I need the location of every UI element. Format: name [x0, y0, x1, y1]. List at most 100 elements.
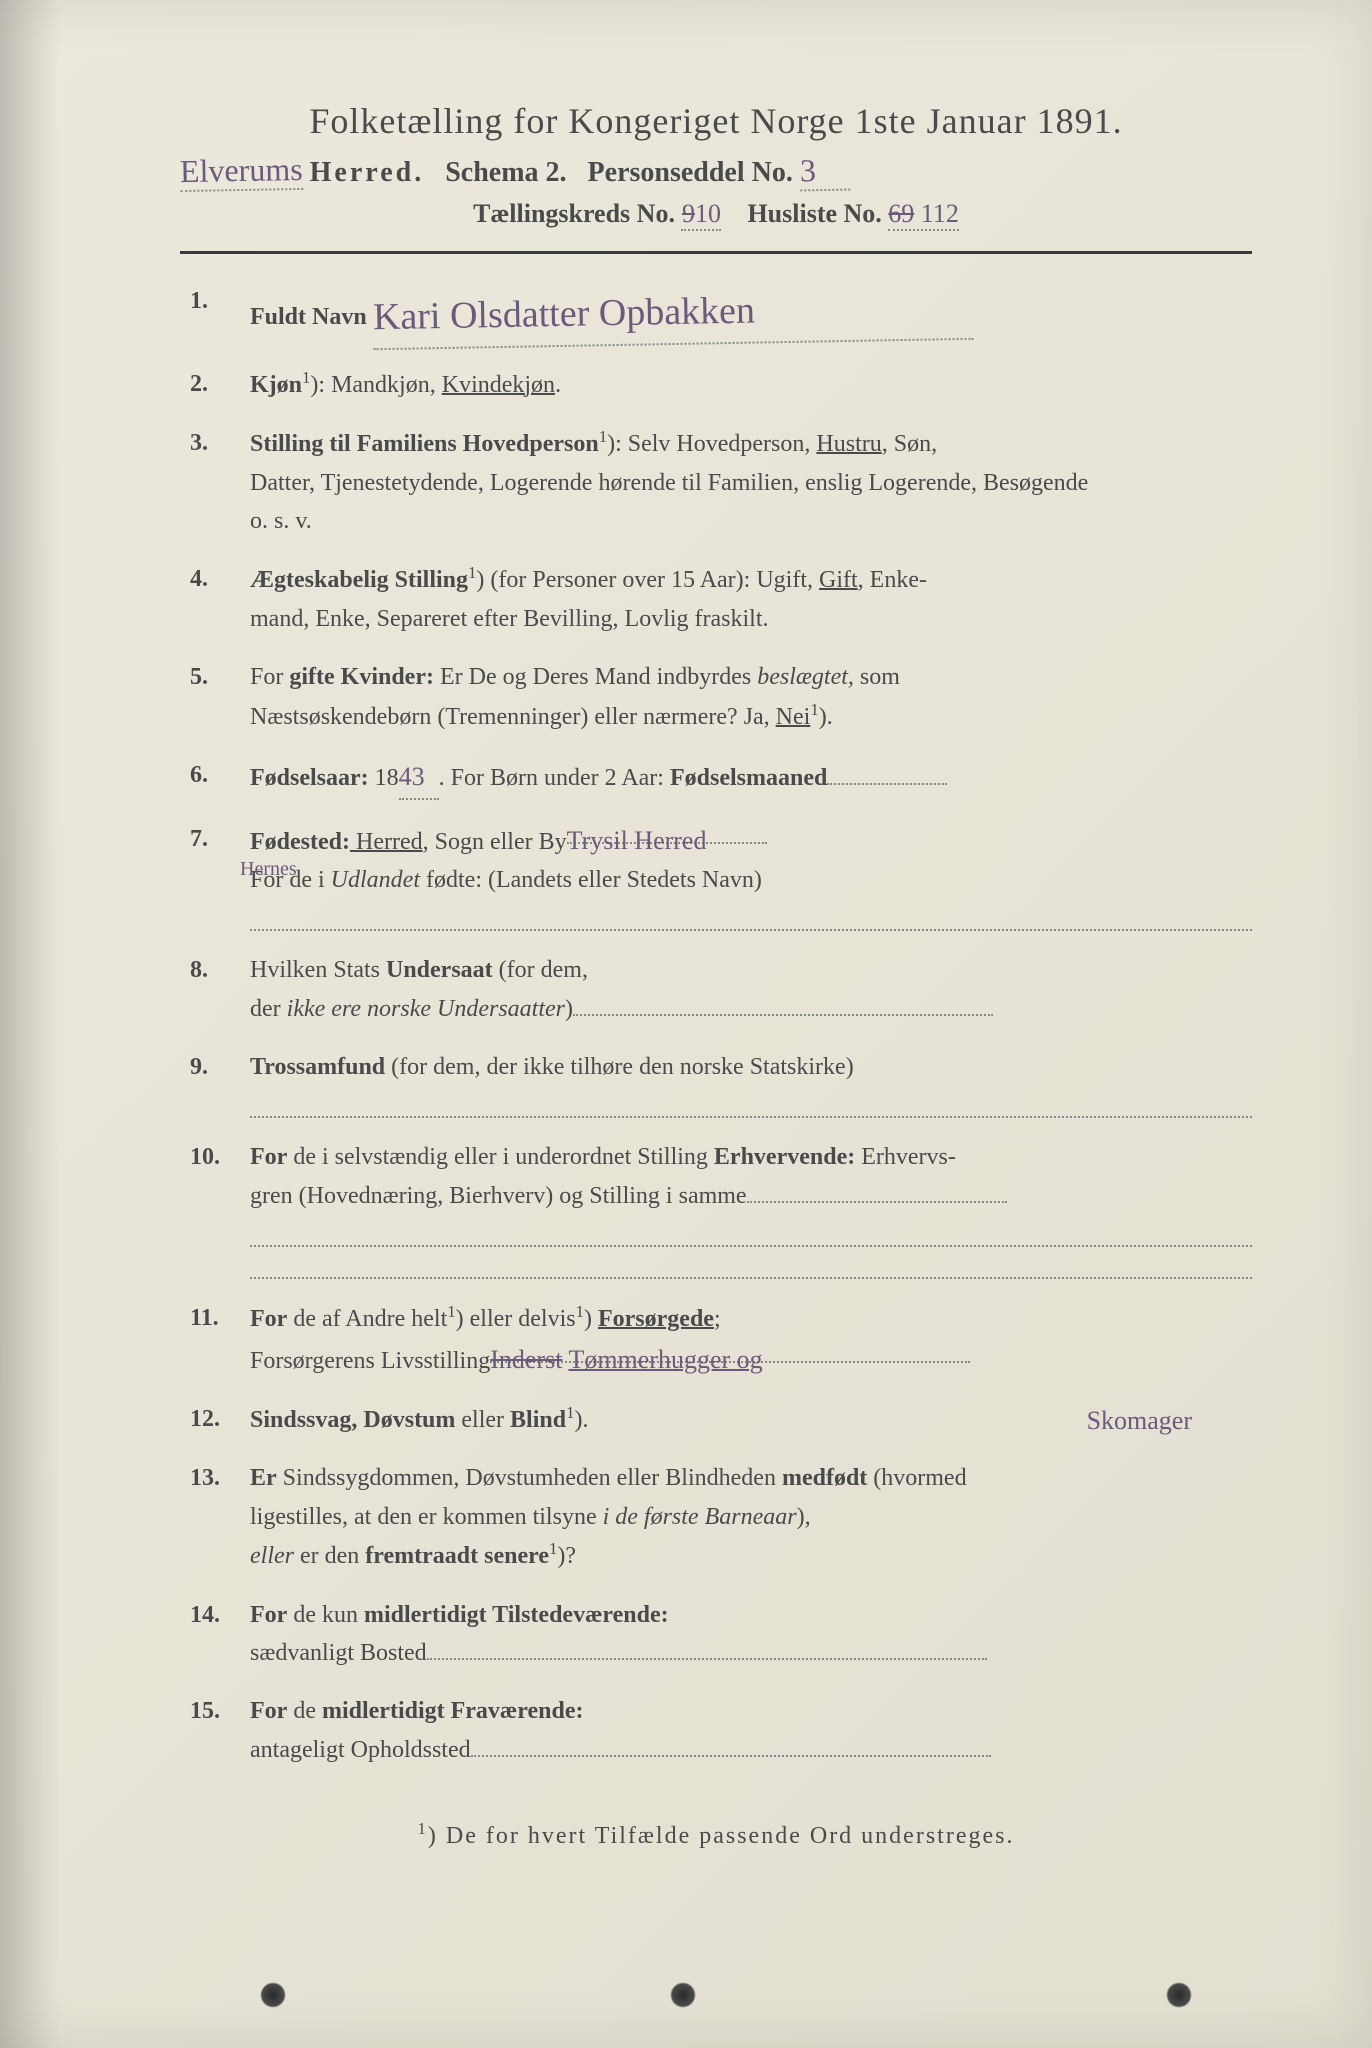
kreds-no: 10 [695, 199, 721, 228]
blank-field [827, 761, 947, 785]
blank-field [427, 1636, 987, 1660]
item-15: 15. For de midlertidigt Fraværende: anta… [190, 1692, 1252, 1769]
item-6: 6. Fødselsaar: 1843. For Børn under 2 Aa… [190, 756, 1252, 800]
item-number: 3. [190, 424, 250, 540]
item-body: Fødselsaar: 1843. For Børn under 2 Aar: … [250, 756, 1252, 800]
punch-hole-icon [670, 1982, 696, 2008]
text: ): Mandkjøn, [310, 372, 441, 398]
text: Datter, Tjenestetydende, Logerende høren… [250, 470, 1088, 496]
tail: . [555, 372, 561, 398]
label-gifte-kvinder: gifte Kvinder: [289, 664, 434, 690]
text: der [250, 996, 287, 1022]
item-number: 5. [190, 658, 250, 736]
kreds-no-field: 910 [681, 199, 721, 231]
blank-line [250, 1251, 1252, 1279]
birthplace-handwritten: Trysil Herred [567, 826, 707, 855]
text: de i selvstændig eller i underordnet Sti… [287, 1144, 714, 1170]
kreds-no-struck: 9 [682, 199, 695, 228]
text: . For Børn under 2 Aar: [439, 765, 670, 791]
item-number: 14. [190, 1596, 250, 1673]
text: mand, Enke, Separeret efter Bevilling, L… [250, 606, 769, 632]
item-1: 1. Fuldt Navn Kari Olsdatter Opbakken [190, 282, 1252, 345]
text: ligestilles, at den er kommen tilsyne [250, 1504, 603, 1530]
italic-text: i de første Barneaar [603, 1504, 797, 1530]
personseddel-no: 3 [800, 152, 851, 192]
page-title: Folketælling for Kongeriget Norge 1ste J… [180, 100, 1252, 142]
item-body: For de i selvstændig eller i underordnet… [250, 1138, 1252, 1279]
label-for: For [250, 1698, 287, 1724]
item-9: 9. Trossamfund (for dem, der ikke tilhør… [190, 1048, 1252, 1118]
label-fodested: Fødested: [250, 829, 350, 855]
label-fodselsaar: Fødselsaar: [250, 765, 369, 791]
text: o. s. v. [250, 508, 312, 534]
item-number: 10. [190, 1138, 250, 1279]
item-body: Stilling til Familiens Hovedperson1): Se… [250, 424, 1252, 540]
item-10: 10. For de i selvstændig eller i underor… [190, 1138, 1252, 1279]
text: ) [584, 1306, 598, 1332]
text: ) (for Personer over 15 Aar): Ugift, [476, 567, 819, 593]
blank-field [747, 1179, 1007, 1203]
blank-line [250, 1219, 1252, 1247]
personseddel-label: Personseddel No. [588, 157, 793, 188]
text: Er De og Deres Mand indbyrdes [434, 664, 757, 690]
blank-field [471, 1733, 991, 1757]
husliste-no-struck: 69 [888, 199, 914, 228]
text: ). [574, 1407, 588, 1433]
text: Hvilken Stats [250, 957, 386, 983]
footnote-text: ) De for hvert Tilfælde passende Ord und… [428, 1823, 1015, 1849]
item-body: Sindssvag, Døvstum eller Blind1). Skomag… [250, 1400, 1252, 1439]
item-number: 9. [190, 1048, 250, 1118]
blank-line [250, 903, 1252, 931]
label-erhvervende: Erhvervende: [714, 1144, 855, 1170]
text: (for dem, der ikke tilhøre den norske St… [385, 1054, 854, 1080]
italic-text: Udlandet [331, 867, 420, 893]
herred-underlined: Herred [350, 829, 423, 855]
selected-kvindekjon: Kvindekjøn [442, 372, 555, 398]
item-number: 6. [190, 756, 250, 800]
form-header: Folketælling for Kongeriget Norge 1ste J… [180, 100, 1252, 142]
text: gren (Hovednæring, Bierhverv) og Stillin… [250, 1183, 747, 1209]
divider-rule [180, 251, 1252, 254]
form-items: 1. Fuldt Navn Kari Olsdatter Opbakken 2.… [180, 282, 1252, 1769]
text: ) [565, 996, 573, 1022]
item-body: For de midlertidigt Fraværende: antageli… [250, 1692, 1252, 1769]
text: ; [714, 1306, 721, 1332]
label-fremtraadt: fremtraadt senere [365, 1543, 549, 1569]
text: (hvormed [867, 1465, 966, 1491]
schema-label: Schema 2. [445, 157, 566, 188]
text: Erhvervs- [855, 1144, 956, 1170]
text: som [854, 664, 900, 690]
livsstilling-field: Inderst Tømmerhugger og [490, 1339, 970, 1363]
text: (for dem, [493, 957, 588, 983]
subheader-line-2: Tællingskreds No. 910 Husliste No. 69 11… [180, 199, 1252, 231]
item-8: 8. Hvilken Stats Undersaat (for dem, der… [190, 951, 1252, 1028]
item-body: Fuldt Navn Kari Olsdatter Opbakken [250, 282, 1252, 345]
footnote-ref: 1 [599, 427, 607, 446]
text: eller [455, 1407, 510, 1433]
punch-hole-icon [260, 1982, 286, 2008]
item-4: 4. Ægteskabelig Stilling1) (for Personer… [190, 560, 1252, 638]
text: ): Selv Hovedperson, [607, 431, 816, 457]
text: , Sogn eller By [423, 829, 567, 855]
item-number: 8. [190, 951, 250, 1028]
text: sædvanligt Bosted [250, 1640, 427, 1666]
blank-field [573, 992, 993, 1016]
census-form-page: Folketælling for Kongeriget Norge 1ste J… [0, 0, 1372, 2048]
text: ). [819, 704, 833, 730]
item-body: Fødested: Herred, Sogn eller ByTrysil He… [250, 820, 1252, 932]
birthplace-field: Trysil Herred [567, 820, 767, 844]
blank-line [250, 1090, 1252, 1118]
label-undersaat: Undersaat [386, 957, 493, 983]
struck-handwritten: Inderst [490, 1345, 562, 1374]
label-fodselsmaaned: Fødselsmaaned [670, 765, 827, 791]
item-number: 4. [190, 560, 250, 638]
subheader-line-1: Elverums Herred. Schema 2. Personseddel … [180, 152, 1252, 191]
item-12: 12. Sindssvag, Døvstum eller Blind1). Sk… [190, 1400, 1252, 1439]
text: Næstsøskendebørn (Tremenninger) eller næ… [250, 704, 776, 730]
punch-hole-icon [1166, 1982, 1192, 2008]
footnote-ref: 1 [576, 1302, 584, 1321]
continuation-handwritten: Skomager [1087, 1400, 1192, 1442]
item-number: 11. [190, 1299, 250, 1380]
item-2: 2. Kjøn1): Mandkjøn, Kvindekjøn. [190, 365, 1252, 404]
label-blind: Blind [510, 1407, 566, 1433]
